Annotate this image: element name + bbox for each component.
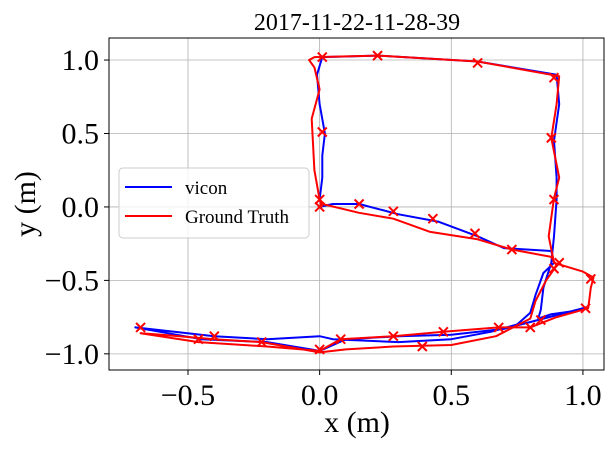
ground-truth-marker <box>585 273 597 285</box>
ground-truth-marker <box>472 57 483 69</box>
y-tick-label: 0.5 <box>62 117 100 150</box>
ground-truth-marker <box>546 132 557 144</box>
ground-truth-marker <box>548 72 560 83</box>
y-tick-label: −0.5 <box>45 264 99 297</box>
ground-truth-marker <box>372 50 383 61</box>
x-tick-label: 0.0 <box>301 379 339 412</box>
plot-frame <box>108 37 605 371</box>
legend-label-vicon: vicon <box>185 178 228 199</box>
ground-truth-marker <box>335 333 346 345</box>
x-tick-label: 1.0 <box>564 379 602 412</box>
ground-truth-marker <box>469 228 481 239</box>
ground-truth-marker <box>317 51 328 63</box>
ground-truth-marker <box>554 257 565 268</box>
ground-truth-marker <box>493 322 504 333</box>
y-tick-label: 0.0 <box>62 191 100 224</box>
y-axis-label: y (m) <box>9 171 42 237</box>
ground-truth-marker <box>314 344 325 355</box>
x-ticks: −0.5 0.0 0.5 1.0 <box>161 370 602 412</box>
series-group <box>134 50 597 355</box>
ground-truth-marker <box>580 303 591 314</box>
ground-truth-marker <box>506 244 518 255</box>
ground-truth-marker <box>314 194 325 205</box>
chart-title: 2017-11-22-11-28-39 <box>254 10 460 36</box>
x-axis-label: x (m) <box>324 406 390 439</box>
x-tick-label: −0.5 <box>161 379 215 412</box>
ground-truth-marker <box>438 326 449 338</box>
ground-truth-marker <box>388 331 399 342</box>
ground-truth-marker <box>525 322 536 333</box>
x-tick-label: 0.5 <box>433 379 471 412</box>
ground-truth-marker <box>548 194 560 205</box>
y-tick-label: −1.0 <box>45 338 99 371</box>
ground-truth-marker <box>317 126 328 138</box>
ground-truth-marker <box>535 314 547 326</box>
ground-truth-marker <box>193 333 204 345</box>
ground-truth-marker <box>388 206 399 217</box>
ground-truth-marker <box>209 331 220 342</box>
legend-label-ground-truth: Ground Truth <box>185 207 289 228</box>
y-tick-label: 1.0 <box>62 44 100 77</box>
legend-box <box>118 167 310 239</box>
ground-truth-marker <box>417 341 428 352</box>
ground-truth-marker <box>353 198 365 210</box>
ground-truth-marker <box>427 213 439 224</box>
legend: vicon Ground Truth <box>118 167 310 239</box>
ground-truth-marker <box>135 322 146 333</box>
ground-truth-marker <box>256 336 267 348</box>
y-ticks: −1.0 −0.5 0.0 0.5 1.0 <box>45 44 109 371</box>
